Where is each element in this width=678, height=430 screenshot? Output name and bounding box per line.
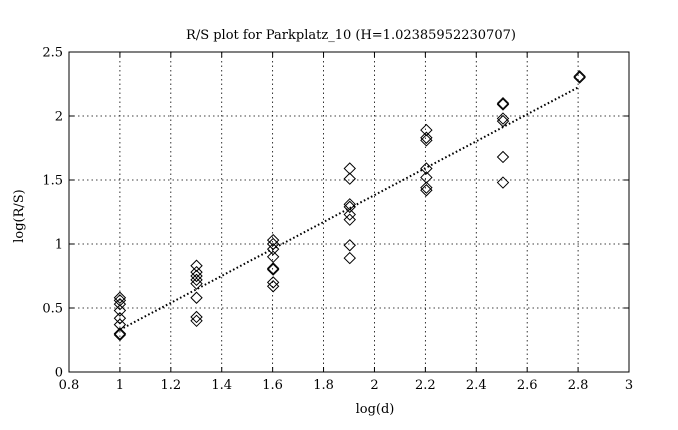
data-point xyxy=(496,98,510,111)
data-point xyxy=(266,233,280,247)
data-point xyxy=(496,96,510,110)
x-tick-label: 3 xyxy=(625,378,633,393)
data-point xyxy=(343,162,356,175)
data-point xyxy=(190,310,203,324)
data-point xyxy=(343,208,356,221)
chart-title: R/S plot for Parkplatz_10 (H=1.023859522… xyxy=(186,28,516,43)
x-axis-label: log(d) xyxy=(356,402,395,417)
data-point xyxy=(420,184,433,197)
data-point xyxy=(496,176,510,189)
data-point xyxy=(343,251,356,265)
y-tick-label: 2 xyxy=(55,110,63,125)
data-point xyxy=(113,304,127,317)
x-tick-label: 2.4 xyxy=(466,378,487,393)
data-point xyxy=(266,242,280,256)
data-point xyxy=(420,171,433,184)
x-tick-label: 1.4 xyxy=(211,378,232,393)
data-point xyxy=(266,263,280,276)
data-point xyxy=(343,239,356,252)
data-point xyxy=(113,291,127,304)
y-tick-labels: 0 0.5 1 1.5 2 2.5 xyxy=(42,46,63,381)
data-point xyxy=(113,327,127,340)
data-point xyxy=(343,200,356,214)
x-tick-label: 1.8 xyxy=(313,378,334,393)
x-tick-label: 1.2 xyxy=(160,378,181,393)
data-point xyxy=(343,198,356,211)
data-point xyxy=(190,259,203,272)
data-point xyxy=(266,250,280,264)
data-point xyxy=(420,131,433,144)
data-point xyxy=(496,112,510,125)
data-points xyxy=(113,70,586,342)
y-tick-label: 0 xyxy=(55,366,63,381)
data-point xyxy=(496,114,510,128)
data-point xyxy=(266,262,280,275)
data-point xyxy=(190,265,203,279)
data-point xyxy=(343,172,356,185)
data-point xyxy=(573,71,586,84)
data-point xyxy=(420,162,433,175)
data-point xyxy=(266,276,280,289)
x-tick-label: 2 xyxy=(370,378,378,393)
data-point xyxy=(113,328,127,342)
data-point xyxy=(420,123,433,137)
data-point xyxy=(573,70,586,83)
grid-lines xyxy=(69,52,629,372)
data-point xyxy=(343,213,356,226)
x-tick-label: 2.8 xyxy=(568,378,589,393)
data-point xyxy=(420,134,433,147)
x-tick-label: 2.6 xyxy=(517,378,538,393)
x-tick-labels: 0.8 1 1.2 1.4 1.6 1.8 2 2.2 2.4 2.6 2.8 3 xyxy=(59,378,633,393)
data-point xyxy=(496,150,510,164)
plot-frame xyxy=(68,51,630,373)
data-point xyxy=(113,294,127,307)
y-axis-label: log(R/S) xyxy=(12,189,27,243)
y-tick-label: 1 xyxy=(55,238,63,253)
x-tick-label: 2.2 xyxy=(415,378,436,393)
y-tick-label: 2.5 xyxy=(42,46,63,61)
x-tick-label: 1.6 xyxy=(262,378,283,393)
y-tick-label: 1.5 xyxy=(42,174,63,189)
axis-ticks xyxy=(68,51,630,373)
y-tick-label: 0.5 xyxy=(42,302,63,317)
data-point xyxy=(420,181,433,194)
x-tick-label: 0.8 xyxy=(59,378,80,393)
data-point xyxy=(113,312,127,325)
data-point xyxy=(190,291,203,304)
x-tick-label: 1 xyxy=(116,378,124,393)
data-point xyxy=(113,318,127,331)
